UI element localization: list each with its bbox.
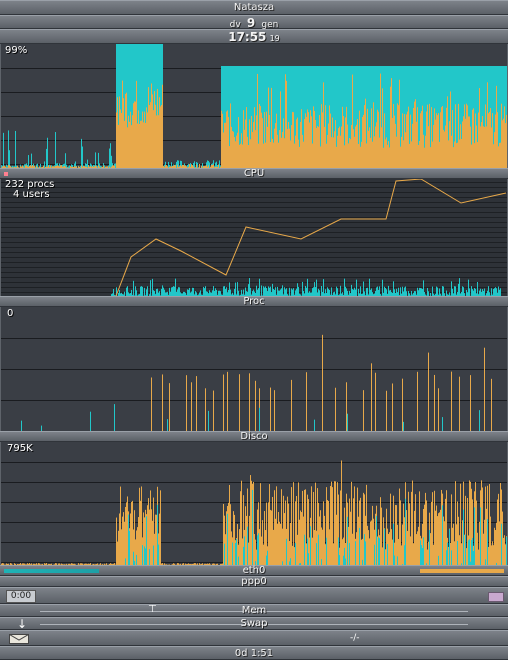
mail-bar[interactable]: -/- [0, 630, 508, 646]
swap-bar[interactable]: ↓ Swap [0, 617, 508, 631]
mem-label: Mem [241, 605, 267, 616]
eth-label: eth0 [242, 565, 266, 576]
swap-arrow-icon: ↓ [17, 617, 28, 631]
hostname-label: Natasza [233, 2, 275, 13]
net-graph [1, 460, 507, 565]
mail-count: -/- [350, 633, 360, 643]
ppp-label: ppp0 [241, 576, 267, 587]
cpu-krell [4, 172, 8, 176]
disk-chart[interactable]: 0 [0, 307, 508, 431]
date-display: dv 9 gen [0, 17, 508, 31]
proc-chart[interactable]: 232 procs 4 users [0, 179, 508, 296]
eth-label-bar[interactable]: eth0 [0, 565, 508, 576]
cpu-label: CPU [243, 168, 265, 179]
hostname-bar: Natasza [0, 0, 508, 15]
disk-readout: 0 [7, 308, 14, 319]
ppp-label-bar[interactable]: ppp0 [0, 576, 508, 587]
ppp-timer-row: 0:00 [0, 587, 508, 604]
disk-label-bar[interactable]: Disco [0, 431, 508, 442]
cpu-graph [1, 44, 507, 168]
uptime-bar: 0d 1:51 [0, 646, 508, 660]
date-month: gen [261, 20, 279, 30]
uptime-label: 0d 1:51 [234, 648, 274, 659]
mem-bar[interactable]: ⊤ Mem [0, 604, 508, 617]
clock-seconds: 19 [269, 34, 280, 43]
calendar-bar[interactable]: dv 9 gen [0, 15, 508, 31]
date-day: 9 [246, 16, 256, 30]
cpu-readout: 99% [5, 45, 28, 56]
cpu-label-bar[interactable]: CPU [0, 168, 508, 179]
eth-tx-krell [420, 569, 504, 573]
clock-display: 17:55 19 [0, 31, 508, 45]
clock-time: 17:55 [228, 30, 267, 44]
disk-label: Disco [240, 431, 268, 442]
proc-graph [1, 179, 507, 296]
date-weekday: dv [229, 20, 241, 30]
ppp-connect-button[interactable] [488, 592, 504, 602]
net-readout: 795K [7, 443, 33, 454]
proc-label-bar[interactable]: Proc [0, 296, 508, 307]
cpu-chart[interactable]: 99% [0, 44, 508, 168]
mem-meter-line [40, 611, 468, 612]
ppp-timer: 0:00 [6, 590, 36, 603]
clock-bar[interactable]: 17:55 19 [0, 29, 508, 44]
proc-readout-procs: 232 procs [5, 179, 55, 190]
proc-readout-users: 4 users [13, 189, 50, 200]
mem-meter-marker: ⊤ [148, 604, 157, 615]
net-chart[interactable]: 795K [0, 442, 508, 565]
mail-envelope-icon[interactable] [9, 634, 29, 644]
swap-meter-line [40, 624, 468, 625]
eth-rx-krell [4, 569, 99, 573]
swap-label: Swap [240, 618, 268, 629]
proc-label: Proc [243, 296, 265, 307]
disk-graph [1, 334, 507, 431]
